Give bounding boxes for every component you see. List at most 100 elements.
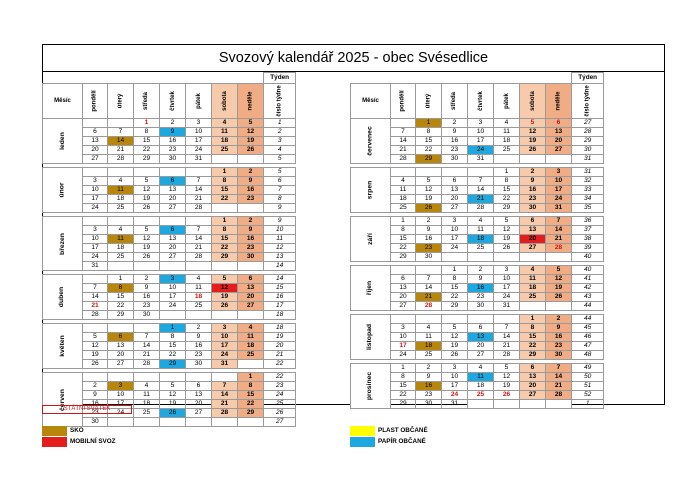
day-cell: 13 bbox=[467, 332, 494, 342]
day-cell bbox=[467, 252, 494, 262]
day-cell: 17 bbox=[441, 234, 468, 244]
day-cell: 8 bbox=[211, 176, 238, 186]
header-day: čtvrtek bbox=[159, 83, 186, 119]
week-row: 10 11 12 13 14 15 16 7 bbox=[43, 185, 297, 195]
day-cell: 20 bbox=[441, 194, 468, 204]
day-cell: 4 bbox=[185, 274, 212, 284]
month-label: listopad bbox=[350, 314, 391, 360]
day-cell: 17 bbox=[493, 283, 520, 293]
day-cell bbox=[185, 417, 212, 427]
week-number: 1 bbox=[570, 399, 605, 409]
week-row: 8 9 10 11 12 13 14 50 bbox=[351, 372, 605, 382]
day-cell bbox=[519, 301, 546, 311]
day-cell: 16 bbox=[441, 136, 468, 146]
day-cell: 4 bbox=[519, 265, 546, 275]
day-cell bbox=[441, 167, 468, 177]
day-cell: 17 bbox=[159, 292, 186, 302]
week-row: 13 14 15 16 17 18 19 3 bbox=[43, 136, 297, 146]
day-cell: 20 bbox=[185, 399, 212, 409]
month-label: červenec bbox=[350, 118, 391, 164]
header-day: čtvrtek bbox=[467, 83, 494, 119]
day-cell: 27 bbox=[159, 203, 186, 213]
header-day-label: čtvrtek bbox=[477, 91, 484, 111]
week-number: 29 bbox=[570, 136, 605, 146]
day-cell: 14 bbox=[545, 372, 572, 382]
week-number: 28 bbox=[570, 127, 605, 137]
day-cell: 9 bbox=[519, 176, 546, 186]
week-number: 6 bbox=[262, 176, 297, 186]
day-cell: 13 bbox=[159, 234, 186, 244]
day-cell bbox=[441, 314, 468, 324]
day-cell: 6 bbox=[519, 216, 546, 226]
day-cell: 10 bbox=[467, 127, 494, 137]
day-cell bbox=[545, 399, 572, 409]
month-label: září bbox=[350, 216, 391, 262]
week-number: 24 bbox=[262, 390, 297, 400]
day-cell: 2 bbox=[415, 216, 442, 226]
header-day: neděle bbox=[237, 83, 264, 119]
week-number: 52 bbox=[570, 390, 605, 400]
day-cell: 22 bbox=[390, 243, 416, 253]
month-name: květen bbox=[58, 335, 66, 357]
day-cell: 18 bbox=[493, 136, 520, 146]
day-cell: 23 bbox=[185, 350, 212, 360]
day-cell: 25 bbox=[467, 390, 494, 400]
day-cell: 22 bbox=[390, 390, 416, 400]
day-cell: 19 bbox=[493, 381, 520, 391]
day-cell: 5 bbox=[545, 265, 572, 275]
day-cell: 5 bbox=[133, 176, 160, 186]
week-row: leden 1 2 3 4 5 1 bbox=[42, 118, 297, 164]
day-cell: 13 bbox=[519, 225, 546, 235]
day-cell: 5 bbox=[441, 323, 468, 333]
day-cell: 17 bbox=[211, 341, 238, 351]
day-cell: 7 bbox=[467, 176, 494, 186]
day-cell: 31 bbox=[441, 399, 468, 409]
day-cell: 7 bbox=[415, 274, 442, 284]
day-cell: 27 bbox=[107, 359, 134, 369]
week-row: 2 3 4 5 6 7 8 23 bbox=[43, 381, 297, 391]
day-cell: 11 bbox=[211, 127, 238, 137]
day-cell: 14 bbox=[185, 185, 212, 195]
day-cell: 22 bbox=[237, 399, 264, 409]
day-cell: 27 bbox=[519, 243, 546, 253]
week-row: 31 14 bbox=[43, 261, 297, 271]
week-number: 44 bbox=[570, 301, 605, 311]
day-cell: 29 bbox=[390, 252, 416, 262]
month-label: srpen bbox=[350, 167, 391, 213]
day-cell: 3 bbox=[545, 167, 572, 177]
day-cell: 8 bbox=[237, 381, 264, 391]
day-cell: 11 bbox=[237, 332, 264, 342]
day-cell: 22 bbox=[133, 145, 160, 155]
day-cell: 22 bbox=[415, 145, 442, 155]
legend-plast-swatch bbox=[350, 426, 375, 436]
day-cell: 6 bbox=[185, 381, 212, 391]
day-cell: 14 bbox=[493, 332, 520, 342]
day-cell: 25 bbox=[133, 408, 160, 418]
day-cell: 13 bbox=[82, 136, 108, 146]
day-cell: 23 bbox=[545, 341, 572, 351]
header-day: sobota bbox=[211, 83, 238, 119]
day-cell bbox=[519, 252, 546, 262]
day-cell: 30 bbox=[237, 252, 264, 262]
week-number: 3 bbox=[262, 136, 297, 146]
week-number: 41 bbox=[570, 274, 605, 284]
day-cell: 25 bbox=[237, 350, 264, 360]
day-cell: 16 bbox=[185, 341, 212, 351]
day-cell: 21 bbox=[545, 381, 572, 391]
day-cell: 11 bbox=[467, 372, 494, 382]
day-cell: 28 bbox=[185, 252, 212, 262]
day-cell: 16 bbox=[519, 185, 546, 195]
day-cell: 25 bbox=[519, 292, 546, 302]
day-cell: 20 bbox=[159, 194, 186, 204]
day-cell bbox=[159, 261, 186, 271]
day-cell: 26 bbox=[237, 145, 264, 155]
day-cell: 1 bbox=[390, 363, 416, 373]
day-cell: 11 bbox=[493, 127, 520, 137]
month-label: prosinec bbox=[350, 363, 391, 409]
day-cell: 15 bbox=[493, 185, 520, 195]
day-cell: 2 bbox=[133, 274, 160, 284]
day-cell bbox=[82, 216, 108, 226]
day-cell: 12 bbox=[237, 127, 264, 137]
day-cell: 3 bbox=[82, 225, 108, 235]
week-number: 48 bbox=[570, 350, 605, 360]
